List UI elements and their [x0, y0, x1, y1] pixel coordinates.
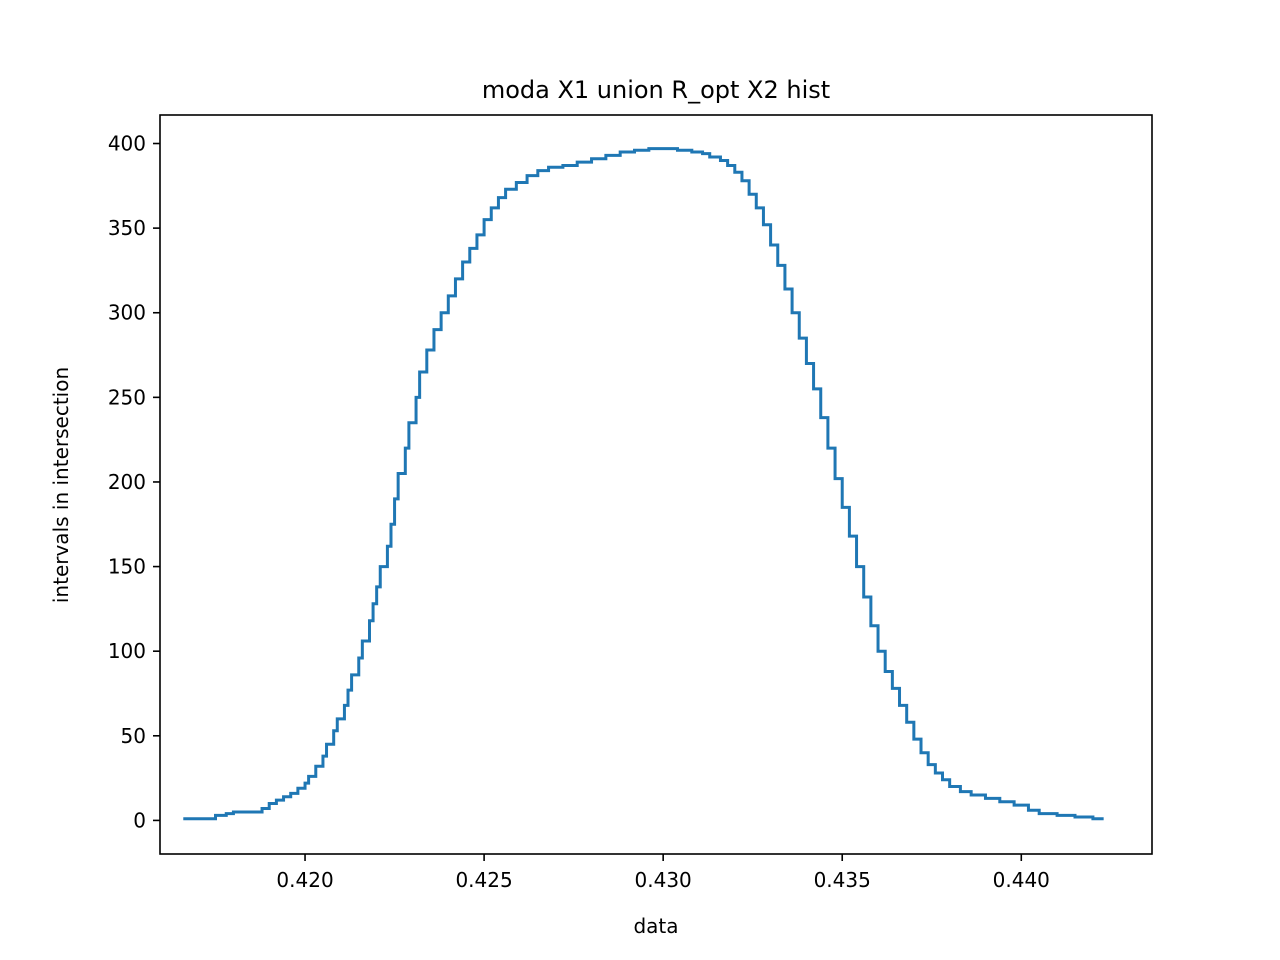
- y-tick-label: 100: [108, 639, 146, 663]
- y-tick-label: 300: [108, 301, 146, 325]
- x-tick-label: 0.420: [276, 868, 333, 892]
- y-axis-label: intervals in intersection: [49, 367, 73, 603]
- y-tick-label: 150: [108, 555, 146, 579]
- y-tick-label: 0: [133, 808, 146, 832]
- axes-frame: [159, 114, 1153, 855]
- y-tick-label: 250: [108, 385, 146, 409]
- series-line-0: [183, 147, 1104, 821]
- y-tick-label: 350: [108, 216, 146, 240]
- y-tick-label: 50: [121, 724, 146, 748]
- axes-layer: 0.420 0.425 0.430 0.435 0.440 0 50 100 150 200 250…: [108, 132, 1050, 892]
- series-layer: [183, 147, 1104, 821]
- x-axis-label: data: [633, 914, 678, 938]
- x-tick-label: 0.440: [993, 868, 1050, 892]
- x-tick-label: 0.425: [455, 868, 512, 892]
- y-tick-label: 400: [108, 132, 146, 156]
- y-tick-label: 200: [108, 470, 146, 494]
- chart-title: moda X1 union R_opt X2 hist: [482, 76, 830, 104]
- x-tick-label: 0.435: [814, 868, 871, 892]
- x-tick-label: 0.430: [635, 868, 692, 892]
